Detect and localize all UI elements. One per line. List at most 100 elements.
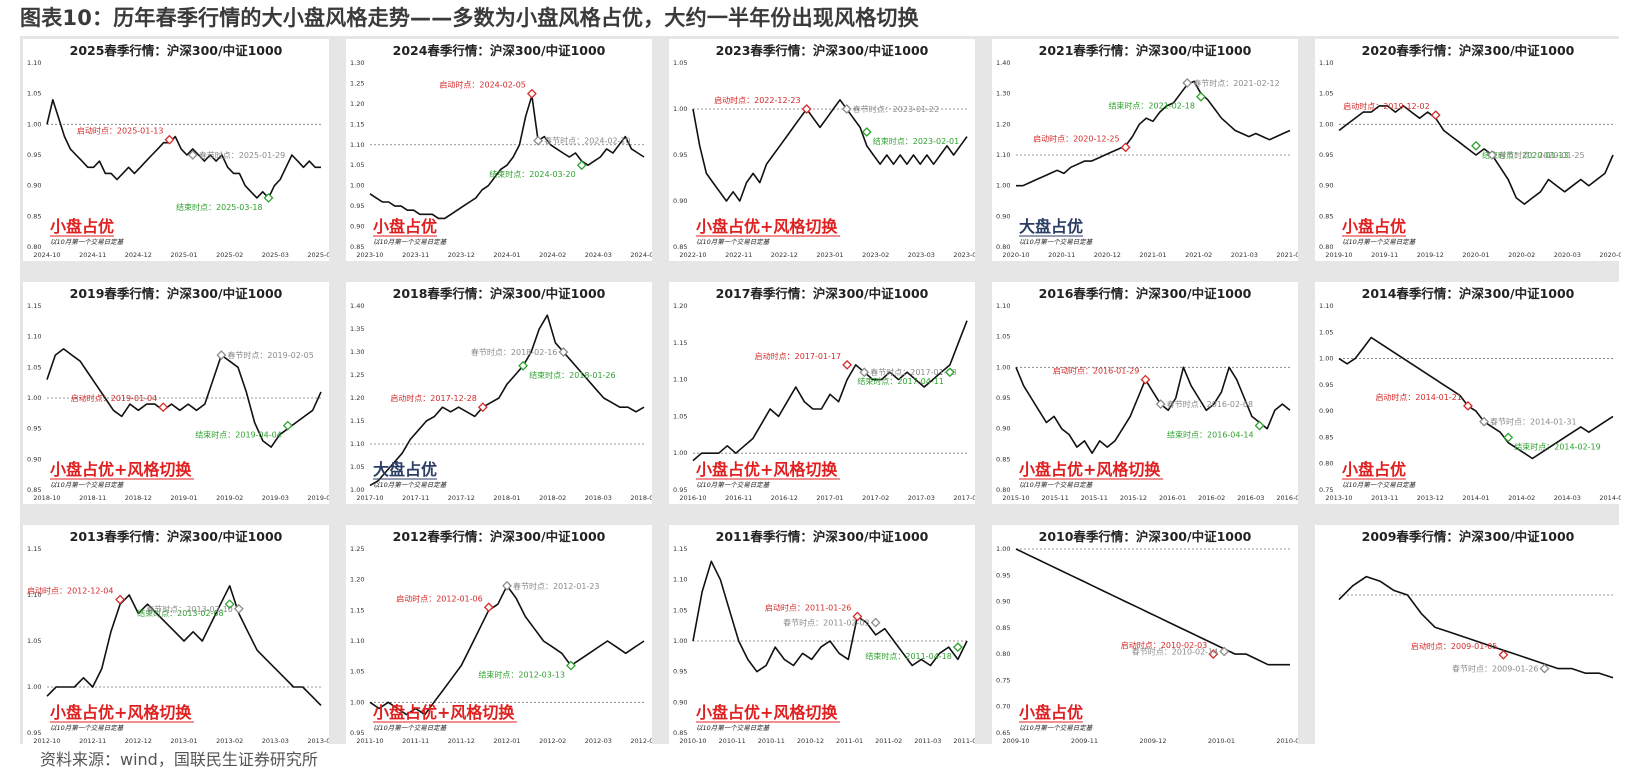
x-tick-label: 2018-01 [493,494,520,502]
y-tick-label: 1.15 [350,120,364,128]
x-tick-label: 2025-02 [216,251,243,259]
y-tick-label: 1.15 [350,606,364,614]
x-tick-label: 2010-02 [1276,737,1298,745]
x-tick-label: 2022-12 [771,251,798,259]
x-tick-label: 2023-12 [448,251,475,259]
line-chart: 2014春季行情：沪深300/中证1000 0.75 0.80 0.85 0.90 0.9… [1319,286,1621,502]
start-label: 启动时点：2010-02-03 [1121,640,1208,650]
y-tick-label: 0.95 [27,729,41,737]
festival-label: 春节时点：2010-02-14 [1132,647,1219,657]
y-tick-label: 0.85 [350,243,364,251]
y-tick-label: 1.05 [1319,328,1333,336]
chart-title: 2013春季行情：沪深300/中证1000 [70,529,283,544]
festival-marker [1182,78,1193,88]
y-tick-label: 1.00 [673,105,687,113]
y-tick-label: 1.30 [996,90,1010,98]
chart-title: 2014春季行情：沪深300/中证1000 [1362,286,1575,301]
x-tick-label: 2011-12 [448,737,475,745]
style-label: 小盘占优 [373,217,437,236]
y-tick-label: 0.85 [1319,433,1333,441]
y-tick-label: 0.90 [350,223,364,231]
series-line [1015,366,1291,454]
start-label: 启动时点：2020-12-25 [1033,133,1120,143]
x-tick-label: 2014-03 [1554,494,1581,502]
festival-label: 春节时点：2017-01-28 [870,367,957,377]
end-label: 结束时点：2019-04-04 [195,430,282,440]
x-tick-label: 2017-02 [862,494,889,502]
end-label: 结束时点：2020-01-13 [1482,150,1569,160]
x-tick-label: 2020-01 [1462,251,1489,259]
start-label: 启动时点：2024-02-05 [439,80,525,90]
end-label: 结束时点：2025-03-18 [176,202,263,212]
y-tick-label: 1.15 [27,545,41,553]
x-tick-label: 2016-03 [1237,494,1264,502]
y-tick-label: 0.85 [996,455,1010,463]
style-label: 大盘占优 [1019,217,1083,236]
end-marker [1503,432,1514,443]
y-tick-label: 0.90 [996,425,1010,433]
chart-panel: 2024春季行情：沪深300/中证1000 0.85 0.90 0.95 1.00 1.0… [346,39,652,261]
start-marker [158,402,169,413]
y-tick-label: 1.00 [673,449,687,457]
x-tick-label: 2017-03 [908,494,935,502]
y-tick-label: 1.10 [1319,59,1333,67]
figure-title: 图表10：历年春季行情的大小盘风格走势——多数为小盘风格占优，大约一半年份出现风… [20,6,919,30]
y-tick-label: 0.80 [996,243,1010,251]
y-tick-label: 1.20 [996,120,1010,128]
chart-title: 2017春季行情：沪深300/中证1000 [716,286,929,301]
x-tick-label: 2018-02 [539,494,566,502]
end-label: 结束时点：2013-02-08 [137,608,224,618]
x-tick-label: 2016-01 [1159,494,1186,502]
line-chart: 2021春季行情：沪深300/中证1000 0.80 0.90 1.00 1.10 1.2… [996,43,1298,259]
y-tick-label: 0.95 [27,151,41,159]
x-tick-label: 2023-01 [816,251,843,259]
y-tick-label: 0.90 [673,197,687,205]
baseline-note: 以10月第一个交易日定基 [696,238,771,246]
x-tick-label: 2011-01 [836,737,863,745]
y-tick-label: 0.95 [673,151,687,159]
end-marker [1254,420,1265,431]
y-tick-label: 1.00 [350,486,364,494]
y-tick-label: 1.35 [350,325,364,333]
festival-marker [1539,663,1550,674]
y-tick-label: 0.90 [673,698,687,706]
x-tick-label: 2025-01 [170,251,197,259]
start-label: 启动时点：2022-12-23 [714,95,801,105]
start-label: 启动时点：2012-12-04 [27,586,114,596]
y-tick-label: 0.85 [27,212,41,220]
end-label: 结束时点：2014-02-19 [1514,441,1601,451]
start-label: 启动时点：2014-01-21 [1375,392,1462,402]
x-tick-label: 2010-11 [719,737,746,745]
end-label: 结束时点：2016-04-14 [1167,430,1254,440]
y-tick-label: 0.80 [1319,460,1333,468]
line-chart: 2011春季行情：沪深300/中证1000 0.85 0.90 0.95 1.00 1.0… [673,529,975,745]
x-tick-label: 2017-12 [448,494,475,502]
x-tick-label: 2023-02 [862,251,889,259]
festival-marker [502,580,512,591]
x-tick-label: 2013-01 [170,737,197,745]
start-marker [852,611,863,622]
end-marker [282,420,293,431]
chart-grid: 2025春季行情：沪深300/中证1000 0.80 0.85 0.90 0.95 1.0… [20,36,1621,747]
y-tick-label: 1.00 [996,545,1010,553]
chart-title: 2021春季行情：沪深300/中证1000 [1039,43,1252,58]
y-tick-label: 1.00 [350,698,364,706]
start-label: 启动时点：2019-01-04 [71,393,158,403]
y-tick-label: 0.85 [1319,212,1333,220]
x-tick-label: 2021-03 [1231,251,1258,259]
y-tick-label: 0.90 [27,455,41,463]
style-label: 小盘占优+风格切换 [696,217,838,236]
y-tick-label: 0.90 [1319,407,1333,415]
start-marker [477,402,488,413]
start-marker [526,88,537,99]
y-tick-label: 0.80 [996,486,1010,494]
y-tick-label: 1.00 [1319,355,1333,363]
x-tick-label: 2011-03 [914,737,941,745]
line-chart: 2010春季行情：沪深300/中证1000 0.65 0.70 0.75 0.80 0.8… [996,529,1298,745]
line-chart: 2024春季行情：沪深300/中证1000 0.85 0.90 0.95 1.00 1.0… [350,43,652,259]
y-tick-label: 1.25 [350,371,364,379]
end-label: 结束时点：2012-03-13 [478,670,565,680]
x-tick-label: 2020-04 [1599,251,1621,259]
x-tick-label: 2016-12 [771,494,798,502]
festival-marker [1219,646,1230,657]
